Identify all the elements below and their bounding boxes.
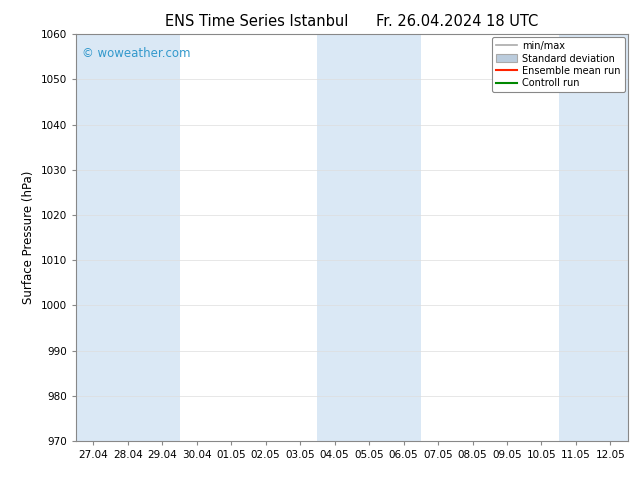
Text: © woweather.com: © woweather.com [82, 47, 190, 59]
Title: ENS Time Series Istanbul      Fr. 26.04.2024 18 UTC: ENS Time Series Istanbul Fr. 26.04.2024 … [165, 14, 538, 29]
Legend: min/max, Standard deviation, Ensemble mean run, Controll run: min/max, Standard deviation, Ensemble me… [492, 37, 624, 92]
Y-axis label: Surface Pressure (hPa): Surface Pressure (hPa) [22, 171, 36, 304]
Bar [76, 34, 179, 441]
Bar [318, 34, 421, 441]
Bar [559, 34, 628, 441]
